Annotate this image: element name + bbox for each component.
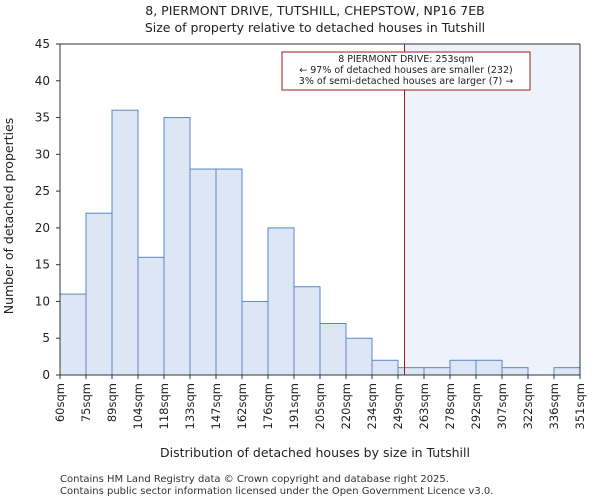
y-axis-title: Number of detached properties (1, 118, 16, 315)
bar-191sqm (293, 286, 321, 376)
chart-subtitle: Size of property relative to detached ho… (145, 20, 485, 35)
y-tick-label: 45 (35, 37, 50, 51)
x-tick-label: 351sqm (573, 383, 587, 429)
bar-249sqm (397, 367, 425, 376)
bar-263sqm (423, 367, 451, 376)
y-ticks: 0 5 10 15 20 25 30 35 40 45 (35, 37, 60, 382)
bar-220sqm (345, 337, 373, 376)
bar-104sqm (137, 256, 165, 376)
annotation-line-2: ← 97% of detached houses are smaller (23… (299, 65, 512, 76)
y-tick-label: 35 (35, 111, 50, 125)
y-tick-label: 5 (42, 331, 50, 345)
x-axis-title: Distribution of detached houses by size … (160, 445, 470, 460)
bar-292sqm (475, 359, 503, 376)
footer-line-2: Contains public sector information licen… (60, 486, 493, 497)
x-tick-label: 234sqm (365, 383, 379, 429)
bar-336sqm (553, 367, 581, 376)
marker-annotation: 8 PIERMONT DRIVE: 253sqm ← 97% of detach… (281, 51, 531, 91)
x-tick-label: 162sqm (235, 383, 249, 429)
x-tick-label: 307sqm (495, 383, 509, 429)
bar-162sqm (241, 300, 269, 376)
x-tick-label: 75sqm (79, 383, 93, 422)
y-tick-label: 40 (35, 74, 50, 88)
x-tick-label: 89sqm (105, 383, 119, 422)
x-tick-label: 278sqm (443, 383, 457, 429)
bar-205sqm (319, 323, 347, 376)
bar-60sqm (59, 293, 87, 376)
x-tick-label: 322sqm (521, 383, 535, 429)
bar-133sqm (189, 168, 217, 376)
x-ticks: 60sqm 75sqm 89sqm 104sqm 118sqm 133sqm 147sqm 1… (53, 375, 587, 429)
y-tick-label: 0 (42, 368, 50, 382)
bar-118sqm (163, 117, 191, 376)
x-tick-label: 118sqm (157, 383, 171, 429)
x-tick-label: 220sqm (339, 383, 353, 429)
x-tick-label: 104sqm (131, 383, 145, 429)
x-tick-label: 60sqm (53, 383, 67, 422)
x-tick-label: 205sqm (313, 383, 327, 429)
y-tick-label: 30 (35, 147, 50, 161)
x-tick-label: 249sqm (391, 383, 405, 429)
highlight-region (404, 44, 580, 375)
bar-278sqm (449, 359, 477, 376)
footer-line-1: Contains HM Land Registry data © Crown c… (60, 474, 449, 485)
annotation-line-1: 8 PIERMONT DRIVE: 253sqm (338, 54, 474, 65)
x-tick-label: 263sqm (417, 383, 431, 429)
bar-307sqm (501, 367, 529, 376)
bars (59, 109, 581, 376)
y-tick-label: 25 (35, 184, 50, 198)
x-tick-label: 336sqm (547, 383, 561, 429)
annotation-line-3: 3% of semi-detached houses are larger (7… (299, 76, 513, 87)
x-tick-label: 191sqm (287, 383, 301, 429)
bar-89sqm (111, 109, 139, 376)
y-tick-label: 20 (35, 221, 50, 235)
x-tick-label: 147sqm (209, 383, 223, 429)
bar-234sqm (371, 359, 399, 376)
bar-147sqm (215, 168, 243, 376)
chart-title: 8, PIERMONT DRIVE, TUTSHILL, CHEPSTOW, N… (145, 3, 484, 18)
bar-75sqm (85, 212, 113, 376)
y-tick-label: 10 (35, 294, 50, 308)
x-tick-label: 176sqm (261, 383, 275, 429)
x-tick-label: 292sqm (469, 383, 483, 429)
x-tick-label: 133sqm (183, 383, 197, 429)
bar-176sqm (267, 227, 295, 376)
y-tick-label: 15 (35, 258, 50, 272)
